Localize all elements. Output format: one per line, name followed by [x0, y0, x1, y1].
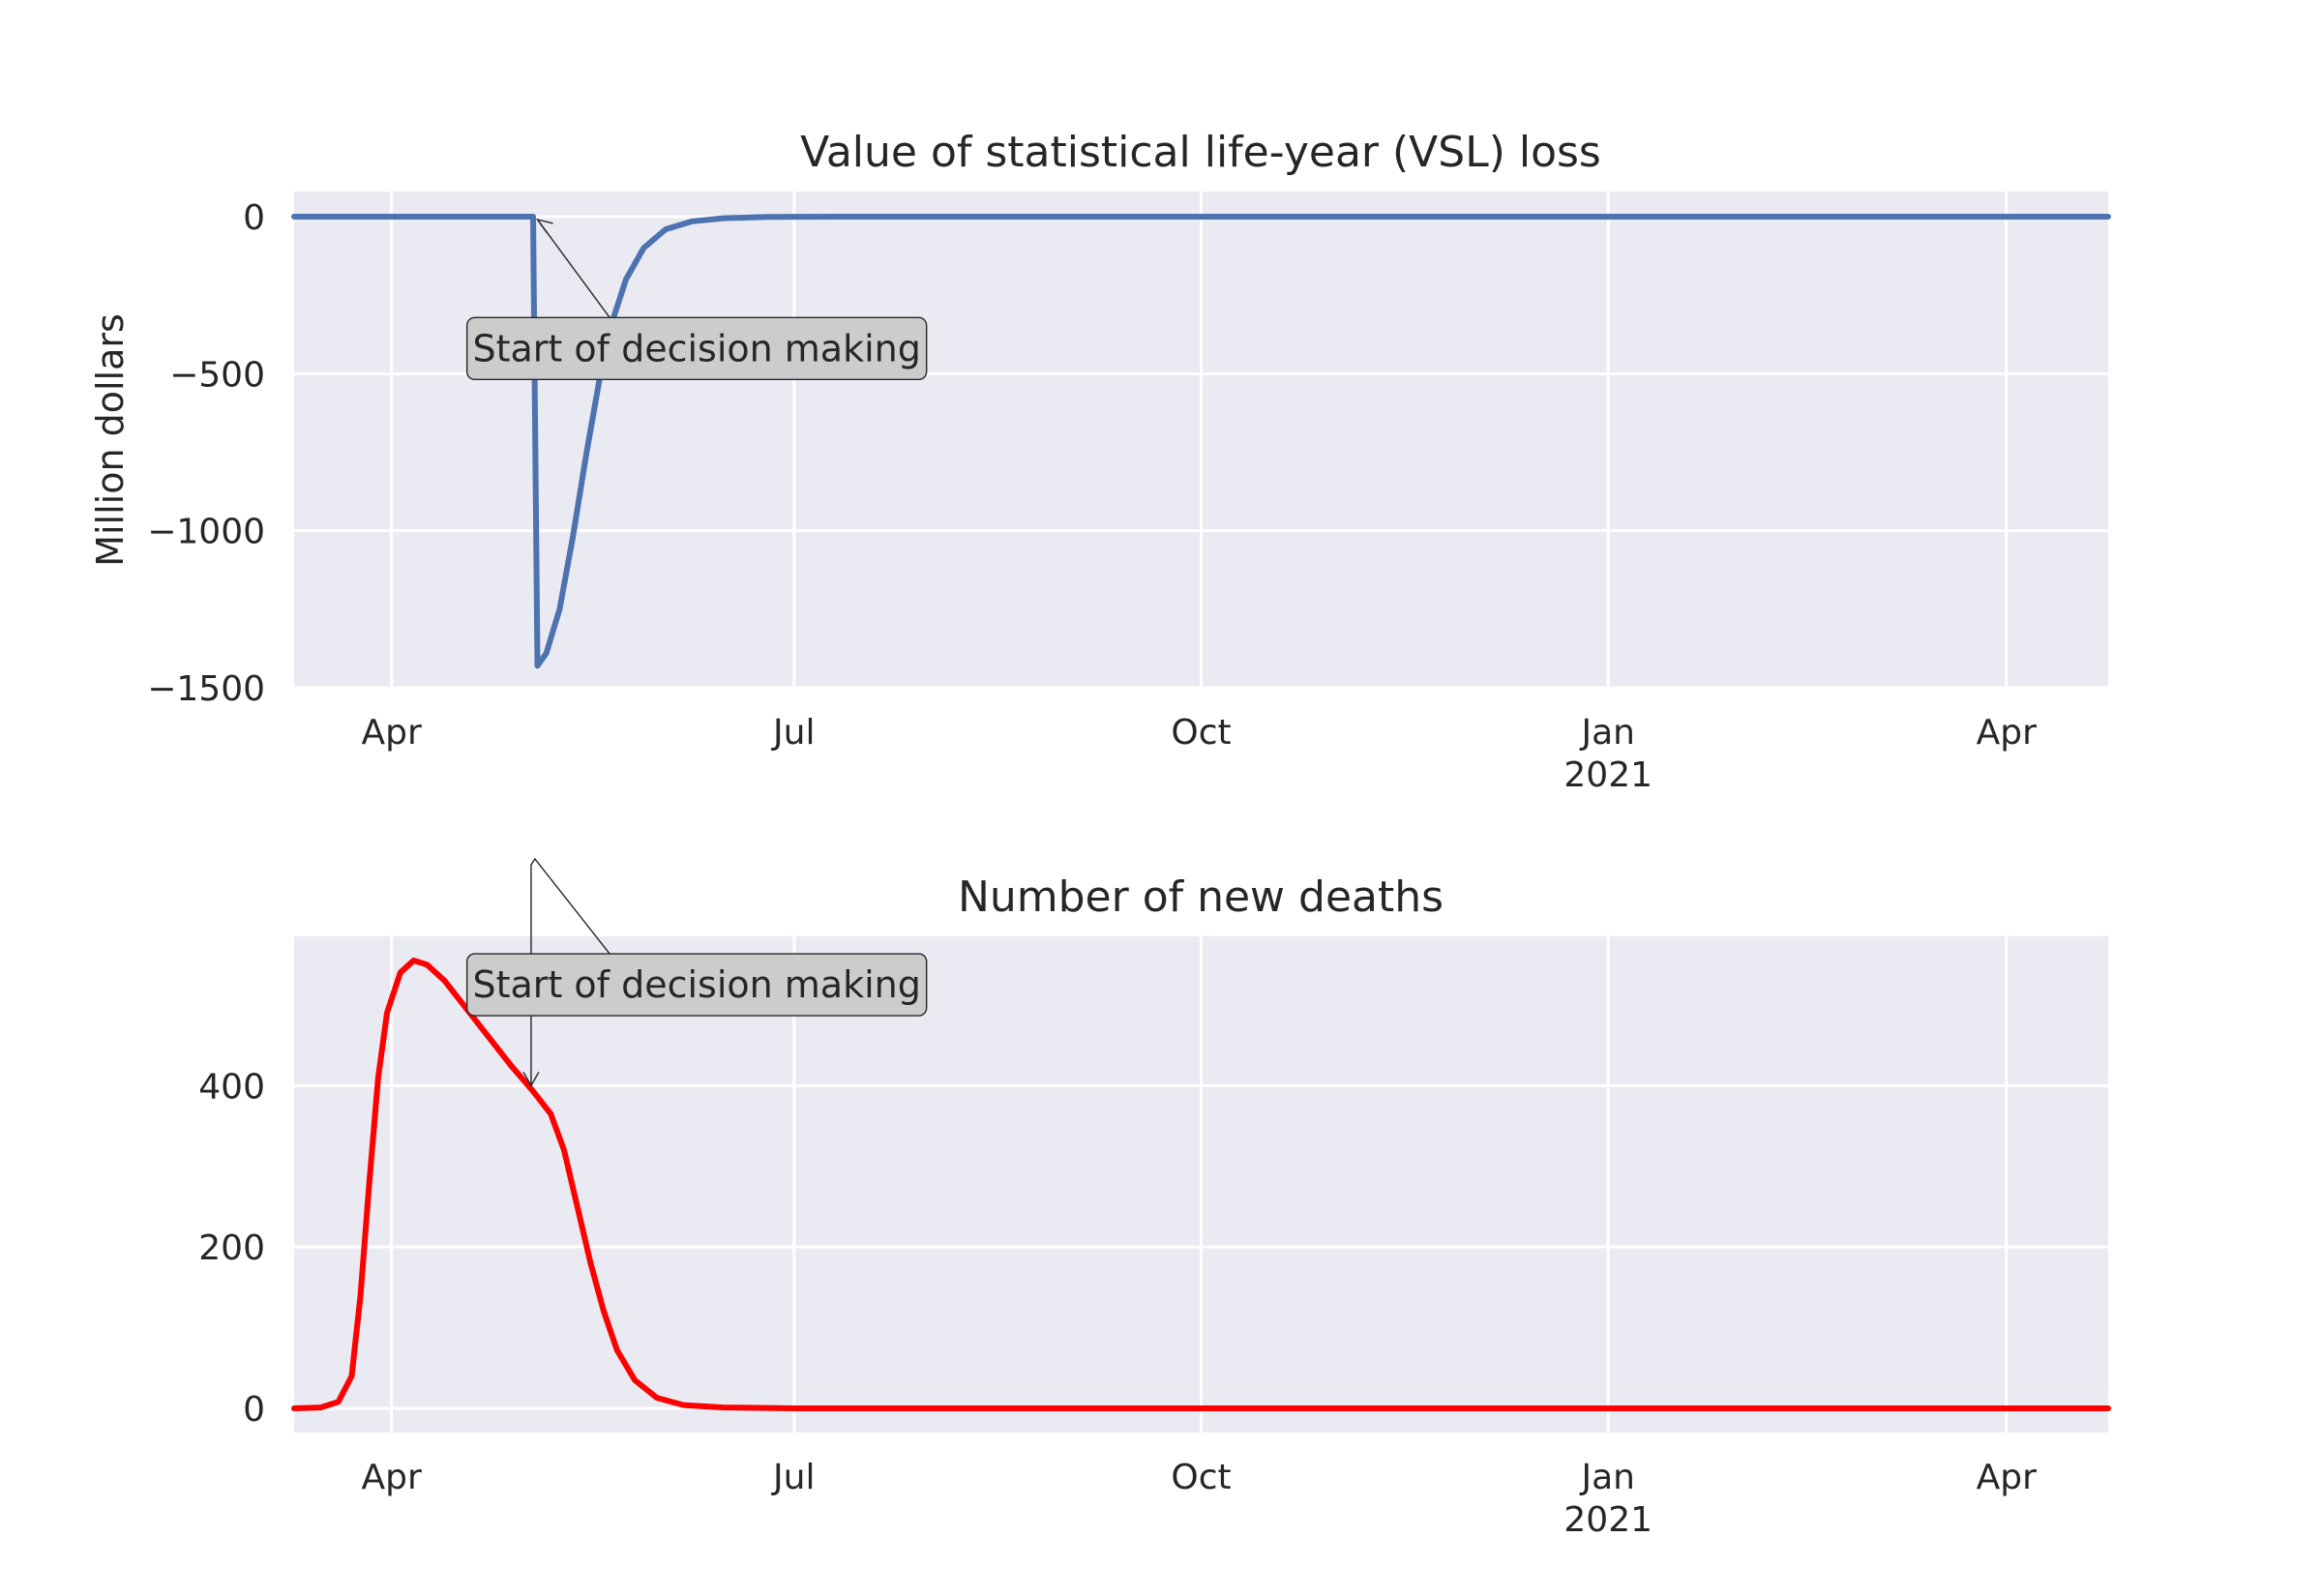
new-deaths-series-layer — [291, 958, 2111, 1411]
x-tick-label: Jul — [771, 713, 815, 753]
annotation-text: Start of decision making — [472, 963, 920, 1006]
vsl-loss-y-ticks: 0 −500 −1000 −1500 — [147, 198, 265, 709]
new-deaths-y-ticks: 0 200 400 — [198, 1067, 265, 1430]
x-tick-label: Oct — [1171, 713, 1231, 753]
vsl-loss-annotation: Start of decision making — [465, 218, 928, 381]
x-tick-label: Jan — [1579, 1458, 1635, 1497]
annotation-arrow — [536, 219, 610, 318]
x-tick-label: Oct — [1171, 1458, 1231, 1497]
x-tick-label: Jan — [1579, 713, 1635, 753]
annotation-arrowhead — [535, 218, 553, 234]
annotation-box — [465, 953, 928, 1017]
y-tick-label: 200 — [198, 1228, 265, 1268]
annotation-text: Start of decision making — [472, 327, 920, 369]
y-tick-label: 400 — [198, 1067, 265, 1107]
x-tick-year-label: 2021 — [1563, 755, 1652, 795]
vsl-loss-y-axis-label: Million dollars — [89, 313, 132, 567]
series-line — [291, 958, 2111, 1411]
annotation-box — [465, 316, 928, 381]
y-tick-label: 0 — [243, 1390, 265, 1430]
vsl-loss-title: Value of statistical life-year (VSL) los… — [800, 128, 1601, 177]
new-deaths-title: Number of new deaths — [958, 872, 1444, 922]
x-tick-label: Apr — [361, 713, 421, 753]
y-tick-label: 0 — [243, 198, 265, 238]
annotation-arrowhead — [522, 1071, 540, 1087]
y-tick-label: −1500 — [147, 669, 265, 709]
x-tick-label: Apr — [1977, 713, 2037, 753]
x-tick-label: Apr — [1977, 1458, 2037, 1497]
x-tick-year-label: 2021 — [1563, 1500, 1652, 1540]
y-tick-label: −500 — [169, 355, 265, 395]
x-tick-label: Apr — [361, 1458, 421, 1497]
x-tick-label: Jul — [771, 1458, 815, 1497]
new-deaths-annotation: Start of decision making — [465, 857, 928, 1087]
y-tick-label: −1000 — [147, 513, 265, 552]
